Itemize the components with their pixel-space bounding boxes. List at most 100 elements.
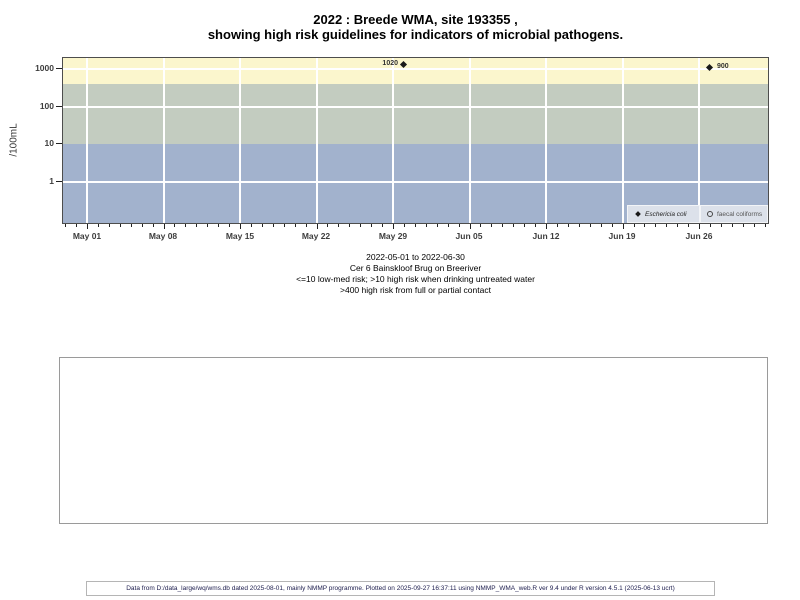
- x-axis-minor-tick: [382, 224, 383, 227]
- x-tick-label: May 29: [378, 231, 408, 241]
- x-axis-minor-tick: [535, 224, 536, 227]
- x-axis-minor-tick: [568, 224, 569, 227]
- gridline-vertical: [239, 58, 242, 223]
- x-axis-minor-tick: [65, 224, 66, 227]
- gridline-100: [63, 106, 768, 108]
- legend: Eschericia coli faecal coliforms: [627, 205, 768, 223]
- x-axis-major-tick: [699, 224, 700, 229]
- x-axis-minor-tick: [415, 224, 416, 227]
- footer-text: Data from D:/data_large/wq/wms.db dated …: [126, 585, 675, 592]
- x-tick-label: May 08: [148, 231, 178, 241]
- gridline-vertical: [162, 58, 165, 223]
- x-axis-minor-tick: [448, 224, 449, 227]
- x-axis-minor-tick: [590, 224, 591, 227]
- gridline-vertical: [698, 58, 701, 223]
- x-axis-minor-tick: [437, 224, 438, 227]
- x-axis-minor-tick: [327, 224, 328, 227]
- open-circle-icon: [707, 211, 713, 217]
- x-axis-minor-tick: [306, 224, 307, 227]
- data-point-value-label: 900: [717, 63, 729, 70]
- x-axis-minor-tick: [207, 224, 208, 227]
- x-axis-minor-tick: [218, 224, 219, 227]
- gridline-vertical: [621, 58, 624, 223]
- gridline-vertical: [86, 58, 88, 223]
- x-axis-minor-tick: [371, 224, 372, 227]
- x-axis-minor-tick: [743, 224, 744, 227]
- x-axis-minor-tick: [644, 224, 645, 227]
- footer-box: Data from D:/data_large/wq/wms.db dated …: [86, 581, 715, 596]
- x-axis-minor-tick: [262, 224, 263, 227]
- x-axis-minor-tick: [153, 224, 154, 227]
- x-axis-major-tick: [546, 224, 547, 229]
- gridline-vertical: [468, 58, 471, 223]
- chart-caption: 2022-05-01 to 2022-06-30 Cer 6 Bainskloo…: [62, 252, 769, 296]
- gridline-1: [63, 181, 768, 183]
- x-tick-label: Jun 26: [685, 231, 713, 241]
- x-axis-minor-tick: [557, 224, 558, 227]
- x-axis-minor-tick: [404, 224, 405, 227]
- x-axis-minor-tick: [480, 224, 481, 227]
- x-axis-minor-tick: [491, 224, 492, 227]
- x-axis-minor-tick: [765, 224, 766, 227]
- x-axis-minor-tick: [338, 224, 339, 227]
- x-axis-major-tick: [470, 224, 471, 229]
- y-axis-tick: [56, 181, 62, 182]
- x-axis-major-tick: [393, 224, 394, 229]
- x-axis-minor-tick: [142, 224, 143, 227]
- x-axis-minor-tick: [666, 224, 667, 227]
- x-axis-major-tick: [240, 224, 241, 229]
- x-axis-minor-tick: [459, 224, 460, 227]
- y-axis-title: /100mL: [8, 123, 20, 157]
- x-axis-minor-tick: [349, 224, 350, 227]
- x-axis-minor-tick: [109, 224, 110, 227]
- x-axis-minor-tick: [295, 224, 296, 227]
- gridline-vertical: [392, 58, 395, 223]
- data-point-value-label: 1020: [382, 60, 398, 67]
- x-tick-label: Jun 05: [455, 231, 483, 241]
- x-axis-minor-tick: [98, 224, 99, 227]
- x-tick-label: Jun 12: [532, 231, 560, 241]
- caption-risk-line2: >400 high risk from full or partial cont…: [340, 285, 491, 295]
- x-tick-label: May 01: [72, 231, 102, 241]
- x-axis-minor-tick: [426, 224, 427, 227]
- x-axis-minor-tick: [196, 224, 197, 227]
- empty-panel: [59, 357, 768, 524]
- x-axis-major-tick: [164, 224, 165, 229]
- x-tick-label: Jun 19: [608, 231, 636, 241]
- legend-label: Eschericia coli: [645, 210, 687, 218]
- x-axis-minor-tick: [360, 224, 361, 227]
- risk-band-high: [63, 58, 768, 84]
- x-axis-minor-tick: [732, 224, 733, 227]
- x-axis-minor-tick: [634, 224, 635, 227]
- y-axis-tick: [56, 106, 62, 107]
- x-axis-minor-tick: [131, 224, 132, 227]
- x-axis-minor-tick: [579, 224, 580, 227]
- x-axis-minor-tick: [273, 224, 274, 227]
- y-axis-tick: [56, 143, 62, 144]
- x-axis-major-tick: [623, 224, 624, 229]
- gridline-1000: [63, 68, 768, 70]
- y-axis-tick: [56, 68, 62, 69]
- legend-item-faecal-coliforms: faecal coliforms: [700, 205, 768, 223]
- filled-diamond-icon: [635, 211, 641, 217]
- chart-title: 2022 : Breede WMA, site 193355 , showing…: [62, 12, 769, 42]
- x-axis-minor-tick: [174, 224, 175, 227]
- risk-band-medium: [63, 84, 768, 144]
- y-tick-label: 1: [49, 176, 54, 186]
- x-axis-minor-tick: [513, 224, 514, 227]
- x-axis-minor-tick: [284, 224, 285, 227]
- x-axis-major-tick: [317, 224, 318, 229]
- y-tick-label: 100: [39, 101, 54, 111]
- x-axis-major-tick: [87, 224, 88, 229]
- x-axis-minor-tick: [251, 224, 252, 227]
- plot-area: 1020 900 Eschericia coli faecal coliform…: [62, 57, 769, 224]
- y-tick-label: 1000: [35, 63, 54, 73]
- chart-title-line1: 2022 : Breede WMA, site 193355 ,: [313, 12, 518, 27]
- x-axis-minor-tick: [76, 224, 77, 227]
- x-axis-minor-tick: [677, 224, 678, 227]
- caption-risk-line1: <=10 low-med risk; >10 high risk when dr…: [296, 274, 535, 284]
- caption-date-range: 2022-05-01 to 2022-06-30: [366, 252, 465, 262]
- caption-site-name: Cer 6 Bainskloof Brug on Breeriver: [349, 263, 482, 273]
- legend-label: faecal coliforms: [717, 210, 763, 218]
- x-axis-minor-tick: [185, 224, 186, 227]
